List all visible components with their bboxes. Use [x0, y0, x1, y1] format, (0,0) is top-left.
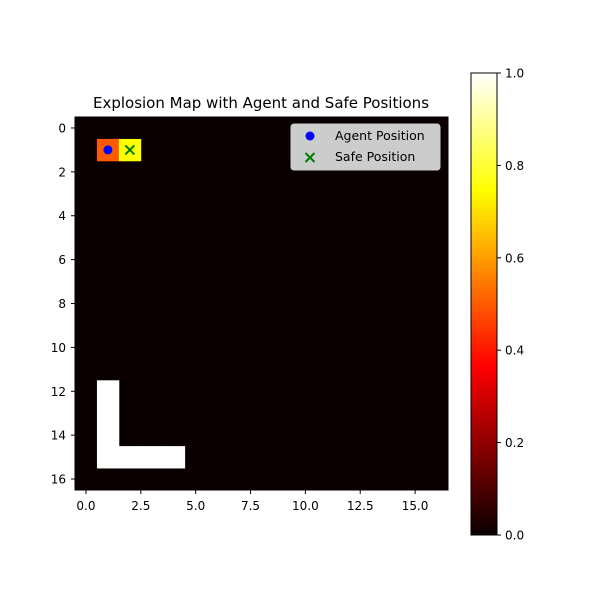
colorbar-tick-label: 1.0 — [505, 67, 524, 81]
scatter-markers — [103, 144, 136, 156]
x-tick-label: 7.5 — [241, 499, 260, 513]
colorbar-tick-label: 0.0 — [505, 529, 524, 543]
heatmap-cell — [96, 424, 120, 447]
heatmap-cell — [96, 380, 120, 403]
legend-box — [290, 123, 441, 171]
y-tick-label: 14 — [51, 429, 66, 443]
heatmap-cell — [118, 446, 142, 469]
y-tick-label: 10 — [51, 341, 66, 355]
x-tick-label: 0.0 — [76, 499, 95, 513]
y-tick-label: 8 — [58, 297, 66, 311]
agent-position-marker — [103, 145, 113, 155]
heatmap-cell — [96, 446, 120, 469]
colorbar-ticks: 0.0 0.2 0.4 0.6 0.8 1.0 — [497, 67, 524, 543]
heatmap-cell — [96, 402, 120, 425]
colorbar-frame — [470, 72, 498, 536]
colorbar-tick-label: 0.8 — [505, 159, 524, 173]
colorbar-tick-label: 0.2 — [505, 436, 524, 450]
chart-title: Explosion Map with Agent and Safe Positi… — [93, 94, 429, 112]
x-axis: 0.0 2.5 5.0 7.5 10.0 12.5 15.0 — [76, 490, 428, 513]
y-tick-label: 4 — [58, 209, 66, 223]
y-tick-label: 12 — [51, 385, 66, 399]
heatmap — [74, 116, 449, 491]
y-tick-label: 16 — [51, 473, 66, 487]
heatmap-cell — [140, 446, 164, 469]
heatmap-cell — [162, 446, 186, 469]
x-tick-label: 10.0 — [292, 499, 319, 513]
colorbar-tick-label: 0.4 — [505, 344, 524, 358]
y-tick-label: 6 — [58, 253, 66, 267]
colorbar-gradient — [471, 73, 497, 535]
x-tick-label: 5.0 — [186, 499, 205, 513]
legend-agent-marker — [305, 131, 315, 141]
x-tick-label: 2.5 — [131, 499, 150, 513]
x-tick-label: 15.0 — [402, 499, 429, 513]
y-tick-label: 2 — [58, 165, 66, 179]
y-tick-label: 0 — [58, 121, 66, 135]
colorbar-tick-label: 0.6 — [505, 251, 524, 265]
legend-safe-label: Safe Position — [335, 149, 415, 164]
heatmap-cells — [96, 138, 186, 469]
legend-agent-label: Agent Position — [335, 128, 425, 143]
heatmap-background — [75, 117, 448, 490]
safe-position-marker — [124, 144, 136, 156]
x-tick-label: 12.5 — [347, 499, 374, 513]
colorbar: 0.0 0.2 0.4 0.6 0.8 1.0 — [470, 67, 524, 543]
legend: Agent Position Safe Position — [290, 123, 441, 171]
legend-safe-marker — [304, 152, 316, 163]
y-axis: 0 2 4 6 8 10 12 14 16 — [51, 121, 75, 487]
